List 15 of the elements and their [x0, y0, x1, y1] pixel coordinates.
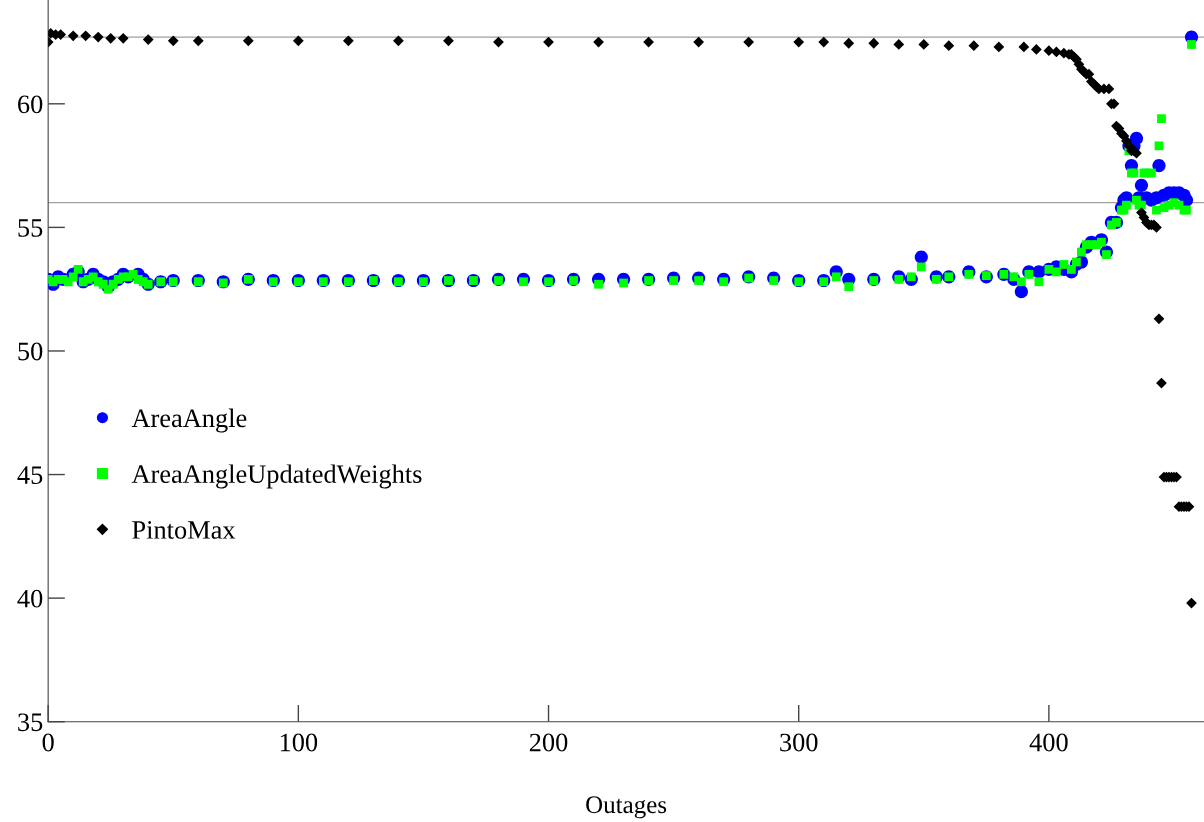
x-tick-label: 300 [780, 733, 818, 752]
legend-label: AreaAngleUpdatedWeights [131, 464, 422, 489]
legend-label: PintoMax [132, 521, 236, 539]
y-tick-label: 55 [18, 219, 43, 237]
y-tick-label: 50 [18, 342, 43, 361]
x-tick-label: 0 [42, 733, 54, 752]
x-tick-label: 200 [529, 733, 568, 752]
legend-label: AreaAngle [131, 408, 247, 433]
y-tick-label: 60 [18, 95, 43, 114]
y-tick-label: 35 [18, 713, 43, 732]
y-tick-label: 40 [17, 589, 43, 608]
x-axis-title: Outages [586, 796, 667, 819]
x-tick-label: 100 [280, 733, 318, 752]
y-tick-label: 45 [17, 466, 43, 484]
x-tick-label: 400 [1029, 733, 1068, 752]
